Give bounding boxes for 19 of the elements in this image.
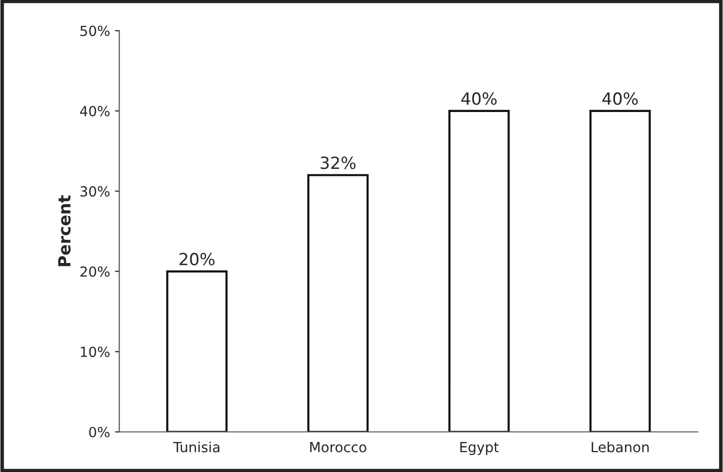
x-tick-label: Egypt bbox=[460, 442, 499, 456]
x-tick-label: Morocco bbox=[310, 442, 366, 452]
data-label: 40% bbox=[461, 92, 497, 105]
data-label: 32% bbox=[320, 156, 356, 170]
bar bbox=[166, 270, 228, 432]
y-tick-label: 40% bbox=[80, 106, 110, 116]
y-tick-label: 0% bbox=[89, 426, 110, 438]
bar bbox=[307, 174, 369, 432]
data-label: 20% bbox=[180, 252, 214, 266]
y-tick-label: 30% bbox=[80, 186, 110, 197]
x-tick-label: Tunisia bbox=[173, 442, 220, 452]
y-tick-label: 50% bbox=[80, 26, 110, 36]
bar bbox=[589, 110, 651, 432]
x-tick-label: Lebanon bbox=[592, 442, 649, 452]
y-tick-label: 10% bbox=[80, 346, 110, 358]
bar bbox=[448, 110, 510, 432]
data-label: 40% bbox=[602, 92, 638, 105]
y-axis-title: Percent bbox=[58, 195, 71, 266]
y-tick-label: 20% bbox=[80, 266, 110, 277]
